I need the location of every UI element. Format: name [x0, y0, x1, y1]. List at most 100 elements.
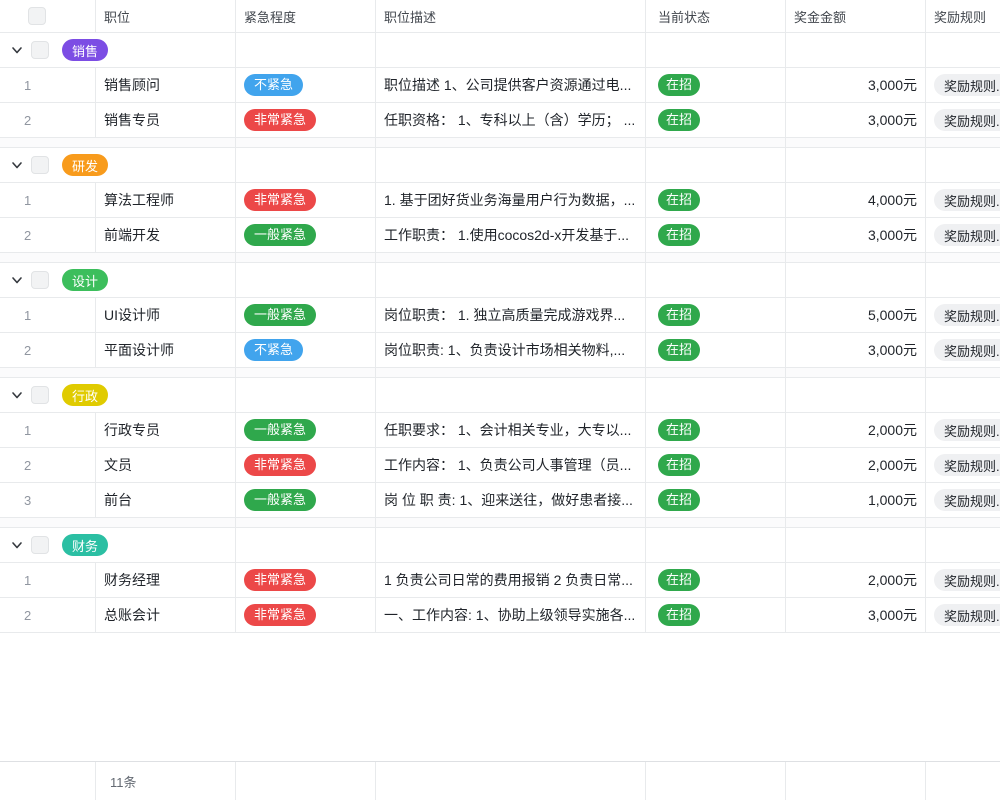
status-badge[interactable]: 在招 [658, 604, 701, 626]
status-badge[interactable]: 在招 [658, 454, 701, 476]
status-badge[interactable]: 在招 [658, 489, 701, 511]
table-row[interactable]: 3 前台 一般紧急 岗 位 职 责: 1、迎来送往，做好患者接... 在招 1,… [0, 483, 1000, 518]
urgency-cell[interactable]: 一般紧急 [235, 218, 375, 252]
column-header-rule[interactable]: 奖励规则 [925, 0, 1000, 32]
row-number[interactable]: 3 [24, 492, 32, 508]
rule-cell[interactable]: 奖励规则. [925, 298, 1000, 332]
urgency-badge[interactable]: 非常紧急 [244, 604, 317, 626]
bonus-cell[interactable]: 3,000元 [785, 333, 925, 367]
urgency-cell[interactable]: 非常紧急 [235, 563, 375, 597]
reward-rule-attachment[interactable]: 奖励规则. [934, 109, 1000, 131]
urgency-cell[interactable]: 一般紧急 [235, 483, 375, 517]
table-row[interactable]: 1 销售顾问 不紧急 职位描述 1、公司提供客户资源通过电... 在招 3,00… [0, 68, 1000, 103]
rule-cell[interactable]: 奖励规则. [925, 68, 1000, 102]
reward-rule-attachment[interactable]: 奖励规则. [934, 604, 1000, 626]
chevron-down-icon[interactable] [11, 159, 23, 171]
table-row[interactable]: 1 UI设计师 一般紧急 岗位职责： 1. 独立高质量完成游戏界... 在招 5… [0, 298, 1000, 333]
row-number[interactable]: 1 [24, 307, 32, 323]
table-row[interactable]: 2 销售专员 非常紧急 任职资格： 1、专科以上（含）学历； ... 在招 3,… [0, 103, 1000, 138]
description-cell[interactable]: 职位描述 1、公司提供客户资源通过电... [375, 68, 645, 102]
bonus-cell[interactable]: 3,000元 [785, 68, 925, 102]
column-header-bonus[interactable]: 奖金金额 [785, 0, 925, 32]
status-cell[interactable]: 在招 [645, 598, 785, 632]
row-number[interactable]: 2 [24, 112, 32, 128]
bonus-cell[interactable]: 3,000元 [785, 103, 925, 137]
urgency-badge[interactable]: 非常紧急 [244, 109, 317, 131]
bonus-cell[interactable]: 3,000元 [785, 598, 925, 632]
description-cell[interactable]: 一、工作内容: 1、协助上级领导实施各... [375, 598, 645, 632]
row-number[interactable]: 1 [24, 572, 32, 588]
rule-cell[interactable]: 奖励规则. [925, 563, 1000, 597]
table-row[interactable]: 1 财务经理 非常紧急 1 负责公司日常的费用报销 2 负责日常... 在招 2… [0, 563, 1000, 598]
description-cell[interactable]: 工作内容： 1、负责公司人事管理（员... [375, 448, 645, 482]
status-badge[interactable]: 在招 [658, 304, 701, 326]
status-cell[interactable]: 在招 [645, 298, 785, 332]
rule-cell[interactable]: 奖励规则. [925, 598, 1000, 632]
rule-cell[interactable]: 奖励规则. [925, 333, 1000, 367]
urgency-cell[interactable]: 不紧急 [235, 68, 375, 102]
rule-cell[interactable]: 奖励规则. [925, 103, 1000, 137]
position-cell[interactable]: 销售专员 [95, 103, 235, 137]
rule-cell[interactable]: 奖励规则. [925, 183, 1000, 217]
reward-rule-attachment[interactable]: 奖励规则. [934, 304, 1000, 326]
row-number[interactable]: 1 [24, 77, 32, 93]
urgency-cell[interactable]: 不紧急 [235, 333, 375, 367]
bonus-cell[interactable]: 2,000元 [785, 413, 925, 447]
bonus-cell[interactable]: 3,000元 [785, 218, 925, 252]
urgency-cell[interactable]: 一般紧急 [235, 298, 375, 332]
urgency-cell[interactable]: 非常紧急 [235, 448, 375, 482]
description-cell[interactable]: 工作职责： 1.使用cocos2d-x开发基于... [375, 218, 645, 252]
row-number[interactable]: 1 [24, 192, 32, 208]
rule-cell[interactable]: 奖励规则. [925, 448, 1000, 482]
description-cell[interactable]: 任职资格： 1、专科以上（含）学历； ... [375, 103, 645, 137]
status-cell[interactable]: 在招 [645, 183, 785, 217]
urgency-badge[interactable]: 不紧急 [244, 74, 304, 96]
group-checkbox[interactable] [31, 536, 49, 554]
bonus-cell[interactable]: 4,000元 [785, 183, 925, 217]
table-row[interactable]: 2 总账会计 非常紧急 一、工作内容: 1、协助上级领导实施各... 在招 3,… [0, 598, 1000, 633]
reward-rule-attachment[interactable]: 奖励规则. [934, 189, 1000, 211]
urgency-cell[interactable]: 非常紧急 [235, 103, 375, 137]
chevron-down-icon[interactable] [11, 539, 23, 551]
position-cell[interactable]: 前台 [95, 483, 235, 517]
chevron-down-icon[interactable] [11, 274, 23, 286]
row-number[interactable]: 2 [24, 607, 32, 623]
position-cell[interactable]: 总账会计 [95, 598, 235, 632]
select-all-checkbox[interactable] [28, 7, 46, 25]
status-cell[interactable]: 在招 [645, 103, 785, 137]
table-row[interactable]: 2 前端开发 一般紧急 工作职责： 1.使用cocos2d-x开发基于... 在… [0, 218, 1000, 253]
column-header-urgency[interactable]: 紧急程度 [235, 0, 375, 32]
bonus-cell[interactable]: 1,000元 [785, 483, 925, 517]
position-cell[interactable]: 行政专员 [95, 413, 235, 447]
table-row[interactable]: 1 行政专员 一般紧急 任职要求： 1、会计相关专业，大专以... 在招 2,0… [0, 413, 1000, 448]
column-header-status[interactable]: 当前状态 [645, 0, 785, 32]
row-number[interactable]: 2 [24, 227, 32, 243]
position-cell[interactable]: 财务经理 [95, 563, 235, 597]
status-badge[interactable]: 在招 [658, 224, 701, 246]
urgency-cell[interactable]: 一般紧急 [235, 413, 375, 447]
reward-rule-attachment[interactable]: 奖励规则. [934, 419, 1000, 441]
group-checkbox[interactable] [31, 41, 49, 59]
position-cell[interactable]: 销售顾问 [95, 68, 235, 102]
description-cell[interactable]: 岗位职责： 1. 独立高质量完成游戏界... [375, 298, 645, 332]
row-number[interactable]: 2 [24, 457, 32, 473]
group-checkbox[interactable] [31, 271, 49, 289]
column-header-position[interactable]: 职位 [95, 0, 235, 32]
status-badge[interactable]: 在招 [658, 569, 701, 591]
status-cell[interactable]: 在招 [645, 483, 785, 517]
reward-rule-attachment[interactable]: 奖励规则. [934, 74, 1000, 96]
group-checkbox[interactable] [31, 386, 49, 404]
description-cell[interactable]: 1 负责公司日常的费用报销 2 负责日常... [375, 563, 645, 597]
position-cell[interactable]: UI设计师 [95, 298, 235, 332]
reward-rule-attachment[interactable]: 奖励规则. [934, 224, 1000, 246]
status-badge[interactable]: 在招 [658, 189, 701, 211]
urgency-badge[interactable]: 一般紧急 [244, 419, 317, 441]
status-badge[interactable]: 在招 [658, 74, 701, 96]
urgency-badge[interactable]: 不紧急 [244, 339, 304, 361]
rule-cell[interactable]: 奖励规则. [925, 483, 1000, 517]
urgency-badge[interactable]: 一般紧急 [244, 489, 317, 511]
table-row[interactable]: 2 文员 非常紧急 工作内容： 1、负责公司人事管理（员... 在招 2,000… [0, 448, 1000, 483]
position-cell[interactable]: 平面设计师 [95, 333, 235, 367]
table-row[interactable]: 2 平面设计师 不紧急 岗位职责: 1、负责设计市场相关物料,... 在招 3,… [0, 333, 1000, 368]
position-cell[interactable]: 前端开发 [95, 218, 235, 252]
